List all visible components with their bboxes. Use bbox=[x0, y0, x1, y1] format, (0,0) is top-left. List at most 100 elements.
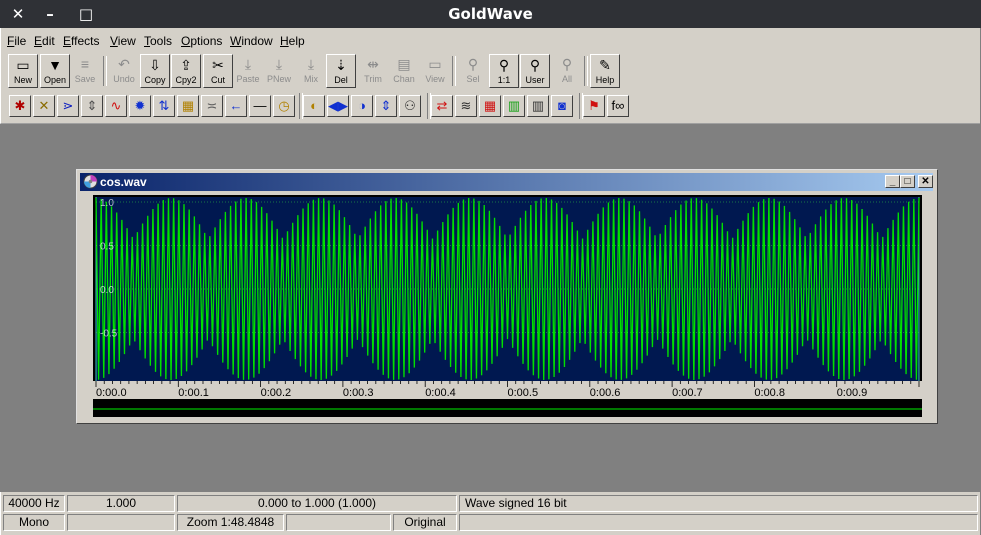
time-label: 0:00.0 bbox=[96, 387, 127, 399]
trim-icon: ⇹ bbox=[367, 56, 379, 72]
menu-effects[interactable]: Effects bbox=[63, 34, 100, 48]
undo-icon: ↶ bbox=[118, 56, 130, 72]
echo-button[interactable]: ⋗ bbox=[57, 95, 79, 117]
trim-button[interactable]: ⇹ Trim bbox=[358, 54, 388, 88]
maximize-button[interactable]: □ bbox=[78, 5, 94, 23]
parametric-eq-button[interactable]: ▥ bbox=[503, 95, 525, 117]
minimize-button[interactable]: – bbox=[46, 5, 54, 23]
chan-button[interactable]: ▤ Chan bbox=[389, 54, 419, 88]
mix-button[interactable]: ⤓ Mix bbox=[296, 54, 326, 88]
menu-tools[interactable]: Tools bbox=[144, 34, 173, 48]
time-warp-button[interactable]: ◷ bbox=[273, 95, 295, 117]
all-button[interactable]: ⚲ All bbox=[552, 54, 582, 88]
new-button[interactable]: ▭ New bbox=[8, 54, 38, 88]
toolbar-separator bbox=[427, 93, 431, 119]
close-button[interactable]: ✕ bbox=[11, 5, 25, 23]
time-label: 0:00.4 bbox=[425, 387, 456, 399]
toolbar-button-label: Chan bbox=[393, 74, 415, 84]
toolbar-button-label: Paste bbox=[236, 74, 260, 84]
waveform-panel[interactable]: 1.0 0.5 0.0 -0.5 0:00.0 0:00.1 0:00.2 0:00.3 0:0… bbox=[93, 195, 922, 420]
filter-icon: ≋ bbox=[460, 98, 472, 113]
child-minimize-button[interactable]: _ bbox=[885, 175, 900, 188]
dynamics-button[interactable]: ✕ bbox=[33, 95, 55, 117]
pan-button[interactable]: ◑ bbox=[351, 95, 373, 117]
menu-view[interactable]: View bbox=[110, 34, 136, 48]
fade-in-button[interactable]: ◐ bbox=[303, 95, 325, 117]
bandpass-button[interactable]: ▦ bbox=[479, 95, 501, 117]
undo-button[interactable]: ↶ Undo bbox=[109, 54, 139, 88]
time-ruler bbox=[93, 381, 922, 399]
1-1-button[interactable]: ⚲ 1:1 bbox=[489, 54, 519, 88]
sound-window-titlebar[interactable]: cos.wav _ □ ✕ bbox=[80, 173, 933, 191]
menu-window[interactable]: Window bbox=[230, 34, 273, 48]
status-blank-1 bbox=[67, 514, 175, 531]
waveform-graph[interactable]: 1.0 0.5 0.0 -0.5 0:00.0 0:00.1 0:00.2 0:00.3 0:0… bbox=[93, 195, 922, 420]
pitch-button[interactable]: ▦ bbox=[177, 95, 199, 117]
status-format: Wave signed 16 bit bbox=[459, 495, 978, 512]
sel-button[interactable]: ⚲ Sel bbox=[458, 54, 488, 88]
toolbar-button-label: Help bbox=[595, 75, 615, 85]
sound-window[interactable]: cos.wav _ □ ✕ 1.0 0.5 0.0 -0.5 0:00.0 0:00.1 0… bbox=[76, 169, 938, 424]
del-button[interactable]: ⇣ Del bbox=[326, 54, 356, 88]
cpy2-button[interactable]: ⇪ Cpy2 bbox=[171, 54, 201, 88]
menu-file[interactable]: File bbox=[7, 34, 27, 48]
flange-button[interactable]: ∿ bbox=[105, 95, 127, 117]
status-blank-2 bbox=[286, 514, 391, 531]
open-button[interactable]: ▼ Open bbox=[40, 54, 70, 88]
toolbar-button-label: Trim bbox=[364, 74, 382, 84]
overview-bottom-edge bbox=[93, 417, 922, 420]
mechanize-icon: ✹ bbox=[134, 98, 146, 113]
copy-icon: ⇩ bbox=[149, 57, 161, 73]
copy2-icon: ⇪ bbox=[180, 57, 192, 73]
filter-button[interactable]: ≋ bbox=[455, 95, 477, 117]
child-maximize-button[interactable]: □ bbox=[900, 175, 915, 188]
status-sample-rate: 40000 Hz bbox=[3, 495, 65, 512]
flange-icon: ∿ bbox=[110, 98, 122, 113]
view-button[interactable]: ▭ View bbox=[420, 54, 450, 88]
status-channels: Mono bbox=[3, 514, 65, 531]
zoom-all-icon: ⚲ bbox=[561, 56, 573, 72]
waveform-trace bbox=[95, 197, 920, 381]
mix-channels-button[interactable]: ⇄ bbox=[431, 95, 453, 117]
toolbar-button-label: PNew bbox=[266, 74, 291, 84]
noise-button[interactable]: ◙ bbox=[551, 95, 573, 117]
toolbar-button-label: User bbox=[525, 75, 545, 85]
menu-help[interactable]: Help bbox=[280, 34, 305, 48]
save-button[interactable]: ≡ Save bbox=[70, 54, 100, 88]
menu-bar: File Edit Effects View Tools Options Win… bbox=[0, 28, 980, 51]
noise-reduction-button[interactable]: ≍ bbox=[201, 95, 223, 117]
silence-button[interactable]: — bbox=[249, 95, 271, 117]
child-close-button[interactable]: ✕ bbox=[918, 175, 933, 188]
paste-button[interactable]: ⤓ Paste bbox=[233, 54, 263, 88]
copy-button[interactable]: ⇩ Copy bbox=[140, 54, 170, 88]
expression-button[interactable]: f∞ bbox=[607, 95, 629, 117]
time-label: 0:00.8 bbox=[754, 387, 785, 399]
menu-edit[interactable]: Edit bbox=[34, 34, 55, 48]
toolbar-button-label: Undo bbox=[113, 74, 135, 84]
cut-button[interactable]: ✂ Cut bbox=[203, 54, 233, 88]
pnew-button[interactable]: ⤓ PNew bbox=[264, 54, 294, 88]
volume-icon: ⇕ bbox=[380, 98, 392, 113]
volume-button[interactable]: ⇕ bbox=[375, 95, 397, 117]
user-button[interactable]: ⚲ User bbox=[520, 54, 550, 88]
doppler-button[interactable]: ✱ bbox=[9, 95, 31, 117]
matcher-button[interactable]: ⚇ bbox=[399, 95, 421, 117]
reverse-button[interactable]: ← bbox=[225, 95, 247, 117]
status-zoom: Zoom 1:48.4848 bbox=[177, 514, 284, 531]
noise-icon: ◙ bbox=[558, 98, 566, 113]
toolbar-button-label: Open bbox=[43, 75, 67, 85]
equalizer-button[interactable]: ⇕ bbox=[81, 95, 103, 117]
spectrum-filter-button[interactable]: ▥ bbox=[527, 95, 549, 117]
toolbar-button-label: Mix bbox=[304, 74, 318, 84]
offset-button[interactable]: ⇅ bbox=[153, 95, 175, 117]
status-bar: 40000 Hz 1.000 0.000 to 1.000 (1.000) Wa… bbox=[0, 492, 980, 535]
marker-button[interactable]: ⚑ bbox=[583, 95, 605, 117]
help-button[interactable]: ✎ Help bbox=[590, 54, 620, 88]
echo-icon: ⋗ bbox=[62, 98, 74, 113]
menu-options[interactable]: Options bbox=[181, 34, 223, 48]
fade-out-button[interactable]: ◀▶ bbox=[327, 95, 349, 117]
mechanize-button[interactable]: ✹ bbox=[129, 95, 151, 117]
cut-icon: ✂ bbox=[212, 57, 224, 73]
toolbar-button-label: Save bbox=[74, 74, 96, 84]
toolbar-button-label: View bbox=[425, 74, 445, 84]
